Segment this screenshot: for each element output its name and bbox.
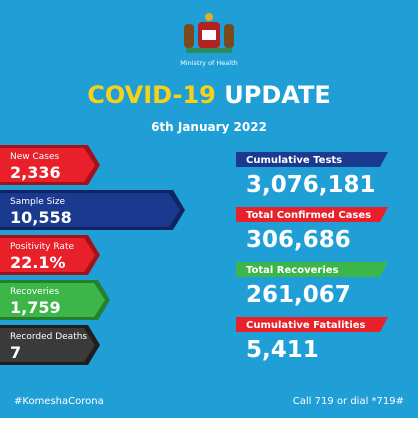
ministry: Ministry of Health: [180, 59, 238, 67]
stat-value: 7: [10, 343, 21, 362]
stat-label-bar: [236, 317, 388, 332]
stat-label-bar: [236, 207, 388, 222]
title-highlight: COVID-19: [87, 81, 216, 109]
title-rest: UPDATE: [224, 81, 330, 109]
stat-value: 2,336: [10, 163, 61, 182]
coat-of-arms: [184, 13, 234, 53]
right-panel: Cumulative Tests 3,076,181 Total Confirmed…: [236, 152, 388, 363]
stat-value: 10,558: [10, 208, 72, 227]
stat-value: 1,759: [10, 298, 61, 317]
title: COVID-19 UPDATE: [87, 81, 330, 109]
contact: Call 719 or dial *719#: [293, 396, 404, 407]
date: 6th January 2022: [151, 120, 267, 134]
stat-label: Total Recoveries: [246, 265, 339, 276]
stat-box: [0, 193, 180, 227]
stat-label: Cumulative Fatalities: [246, 320, 366, 331]
stat-box: [0, 148, 95, 182]
stat-label: Recorded Deaths: [10, 332, 87, 342]
stat-label: Total Confirmed Cases: [246, 210, 371, 221]
stat-value: 22.1%: [10, 253, 66, 272]
stat-label: New Cases: [10, 152, 60, 162]
stat-label-bar: [236, 262, 388, 277]
stat-box: [0, 283, 105, 317]
stat-box: [0, 328, 95, 362]
stat-label-bar: [236, 152, 388, 167]
stat-label: Sample Size: [10, 197, 66, 207]
stat-value: 306,686: [246, 227, 351, 253]
stat-value: 261,067: [246, 282, 351, 308]
stat-box: [0, 238, 95, 272]
stat-value: 3,076,181: [246, 172, 376, 198]
stat-label: Positivity Rate: [10, 242, 74, 252]
stat-value: 5,411: [246, 337, 319, 363]
hashtag: #KomeshaCorona: [14, 396, 104, 407]
stat-label: Cumulative Tests: [246, 155, 342, 166]
stat-label: Recoveries: [10, 287, 59, 297]
